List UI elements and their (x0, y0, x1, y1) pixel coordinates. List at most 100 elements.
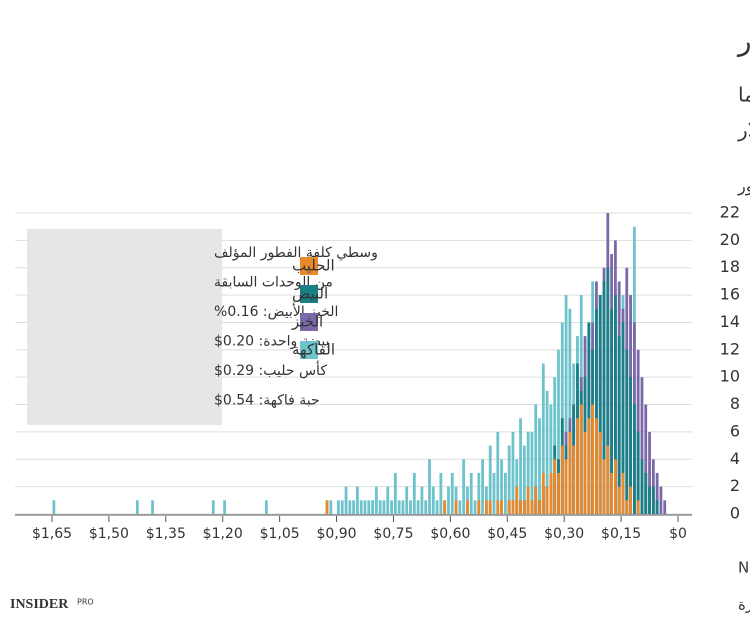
bar (477, 500, 481, 514)
bar (591, 404, 595, 514)
bar (655, 472, 659, 514)
bar (538, 500, 541, 514)
bar (135, 500, 139, 514)
note: ملاحظة: سعر الفاكهة هو متوسط سعر تفاحة و… (738, 596, 750, 614)
bar (488, 445, 492, 514)
subtitle: البيض والخبز عادة سعرها حوالي 20 سنت، في… (738, 83, 750, 108)
bar (568, 431, 572, 514)
bar (397, 500, 401, 514)
legend-label: الفاكهة (292, 341, 335, 359)
bar (401, 500, 405, 514)
x-tick-label: $0,45 (487, 526, 527, 542)
bar (606, 445, 610, 514)
bar (507, 445, 511, 514)
annotation-line: وسطي كلفة الفطور المؤلف (214, 245, 378, 261)
legend-swatch (300, 285, 318, 303)
bar (348, 500, 352, 514)
bar (614, 295, 617, 514)
y-tick-label: 12 (720, 339, 740, 358)
bar (602, 459, 606, 514)
bar (496, 431, 500, 514)
bar (390, 500, 393, 514)
bar (378, 500, 382, 514)
bar (614, 459, 617, 514)
bar (629, 486, 632, 514)
bar (416, 500, 420, 514)
chart-title: الفاكهة قد تكسر ميزانية وجبة الفطور (736, 24, 750, 57)
bar (621, 322, 625, 514)
bar (625, 349, 629, 514)
x-tick-label: $1,65 (32, 526, 72, 542)
bar (610, 308, 614, 514)
bar (325, 500, 329, 514)
bar (344, 486, 348, 514)
bar (337, 500, 340, 514)
y-tick-label: 0 (730, 504, 740, 523)
bar (576, 418, 579, 514)
bar (541, 363, 545, 514)
bar (598, 295, 602, 514)
subtitle: الفاكهة يمكن أن يتعدى سعرها الدولار (737, 117, 750, 142)
annotation-line: كأس حليب: 0.29$ (214, 360, 327, 379)
bar (462, 459, 466, 514)
legend-label: الخبز (291, 313, 323, 331)
bar (211, 500, 215, 514)
legend-swatch (300, 313, 318, 331)
bar (492, 472, 496, 514)
y-tick-label: 20 (720, 230, 740, 249)
bar (393, 472, 397, 514)
bar (363, 500, 367, 514)
bar (519, 500, 522, 514)
bar (223, 500, 227, 514)
bar (579, 404, 583, 514)
logo-suffix: PRO (77, 598, 94, 607)
logo: INSIDER (10, 597, 69, 612)
bar (598, 431, 602, 514)
y-tick-label: 6 (730, 421, 740, 440)
bar (447, 486, 450, 514)
x-tick-label: $1,50 (89, 526, 129, 542)
bar (359, 500, 363, 514)
bar (412, 472, 416, 514)
bar (519, 418, 522, 514)
bar (526, 486, 530, 514)
bar (568, 308, 572, 514)
bar (545, 486, 549, 514)
bar (625, 500, 629, 514)
legend-swatch (300, 257, 318, 275)
x-tick-label: $1,05 (260, 526, 300, 542)
x-tick-label: $0,60 (430, 526, 470, 542)
bar (629, 377, 632, 514)
bar (409, 500, 412, 514)
bar (572, 445, 576, 514)
bar (374, 486, 378, 514)
bar (534, 404, 538, 514)
bar (564, 459, 568, 514)
bar (541, 472, 545, 514)
bar (458, 500, 462, 514)
bar (371, 500, 374, 514)
bar (522, 500, 526, 514)
bar (522, 445, 526, 514)
legend-label: البيض (292, 285, 328, 303)
bar (382, 500, 386, 514)
y-tick-label: 18 (720, 257, 740, 276)
bar (386, 486, 390, 514)
bar (564, 295, 568, 514)
bar (534, 486, 538, 514)
bar (329, 500, 333, 514)
source: المصادر: Numbeo (738, 559, 750, 577)
bar (636, 431, 640, 514)
bar (340, 500, 344, 514)
y-tick-label: 10 (720, 367, 740, 386)
plot-area: 0 2 4 6 8 10 12 14 16 18 20 22 $0 $0,15 $0,30 $0,45 $0,6… (15, 203, 740, 542)
bar (469, 472, 473, 514)
bar (617, 336, 621, 514)
bar (454, 500, 458, 514)
bar (640, 377, 644, 514)
bar (587, 418, 591, 514)
x-tick-label: $0,75 (373, 526, 413, 542)
bar (503, 472, 507, 514)
bar (367, 500, 371, 514)
